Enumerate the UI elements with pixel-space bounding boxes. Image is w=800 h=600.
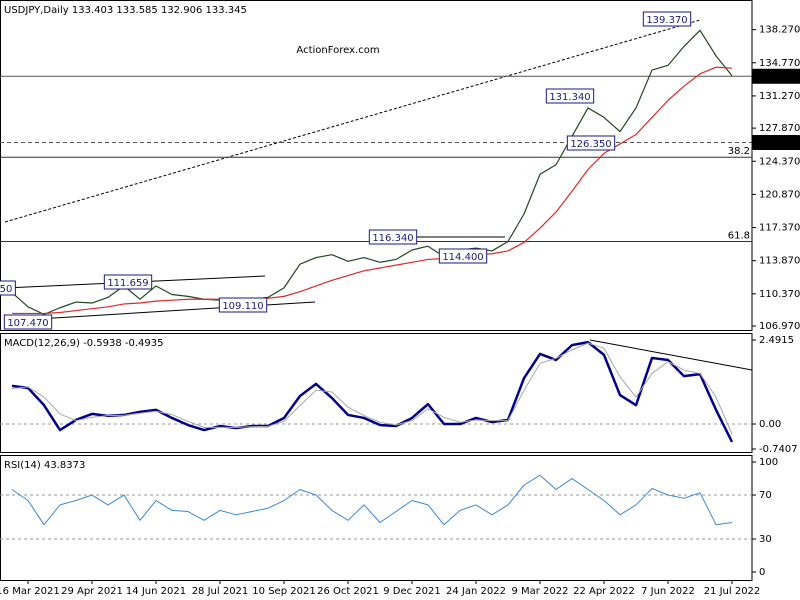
y-tick-label: 106.970 xyxy=(759,321,800,332)
x-tick-label: 9 Dec 2021 xyxy=(383,586,441,597)
x-tick-label: 28 Jul 2021 xyxy=(192,586,249,597)
trend-line xyxy=(4,19,701,223)
price-annotation-text: 114.400 xyxy=(442,252,483,263)
data-line xyxy=(11,29,733,315)
y-tick-label: 138.270 xyxy=(759,25,800,36)
price-annotation-text: 109.110 xyxy=(222,301,263,312)
price-annotation xyxy=(368,229,418,245)
x-tick-label: 24 Jan 2022 xyxy=(446,586,506,597)
data-line xyxy=(11,342,733,435)
x-tick-label: 10 Sep 2021 xyxy=(252,586,315,597)
y-tick-label: 127.870 xyxy=(759,123,800,134)
y-tick-label: -0.7407 xyxy=(759,444,798,455)
y-tick-label: 134.770 xyxy=(759,58,800,69)
price-annotation xyxy=(642,11,692,27)
y-tick-label: 110.370 xyxy=(759,289,800,300)
price-annotation xyxy=(3,314,53,330)
price-annotation-text: 50 xyxy=(0,284,12,295)
y-tick-label: 120.870 xyxy=(759,189,800,200)
y-tick-label: 70 xyxy=(759,490,772,501)
panel-title: USDJPY,Daily 133.403 133.585 132.906 133… xyxy=(4,5,247,16)
price-annotation xyxy=(0,280,16,296)
x-tick-label: 26 Oct 2021 xyxy=(317,586,379,597)
y-tick-label: 2.4915 xyxy=(759,335,794,346)
data-line xyxy=(11,474,733,526)
fib-label: 38.2 xyxy=(728,146,750,157)
price-annotation-text: 126.350 xyxy=(570,139,611,150)
price-annotation-text: 116.340 xyxy=(372,233,413,244)
level-label-text: 133.345 xyxy=(755,72,796,83)
level-label-text: 126.350 xyxy=(755,139,796,150)
price-annotation xyxy=(545,88,595,104)
data-line xyxy=(11,340,734,443)
y-tick-label: 124.370 xyxy=(759,156,800,167)
price-annotation-text: 111.659 xyxy=(107,278,148,289)
y-tick-label: 30 xyxy=(759,534,772,545)
x-tick-label: 14 Jun 2021 xyxy=(126,586,186,597)
x-tick-label: 29 Apr 2021 xyxy=(61,586,123,597)
price-annotation xyxy=(438,248,488,264)
x-tick-label: 16 Mar 2021 xyxy=(0,586,60,597)
y-tick-label: 113.870 xyxy=(759,256,800,267)
x-tick-label: 22 Apr 2022 xyxy=(573,586,635,597)
price-annotation-text: 131.340 xyxy=(549,92,590,103)
watermark: ActionForex.com xyxy=(296,45,379,56)
price-annotation xyxy=(566,135,616,151)
panel-title: RSI(14) 43.8373 xyxy=(4,460,85,471)
y-tick-label: 100 xyxy=(759,457,778,468)
fib-label: 61.8 xyxy=(728,230,750,241)
x-tick-label: 21 Jul 2022 xyxy=(704,586,761,597)
price-annotation-text: 139.370 xyxy=(646,15,687,26)
x-tick-label: 7 Jun 2022 xyxy=(641,586,695,597)
y-tick-label: 131.270 xyxy=(759,91,800,102)
y-tick-label: 0.00 xyxy=(759,419,781,430)
price-annotation xyxy=(218,297,268,313)
panel-title: MACD(12,26,9) -0.5938 -0.4935 xyxy=(4,338,164,349)
y-tick-label: 0 xyxy=(759,567,765,578)
price-annotation xyxy=(103,274,153,290)
trend-line xyxy=(589,339,753,371)
price-annotation-text: 107.470 xyxy=(7,318,48,329)
x-tick-label: 9 Mar 2022 xyxy=(511,586,568,597)
y-tick-label: 117.370 xyxy=(759,223,800,234)
